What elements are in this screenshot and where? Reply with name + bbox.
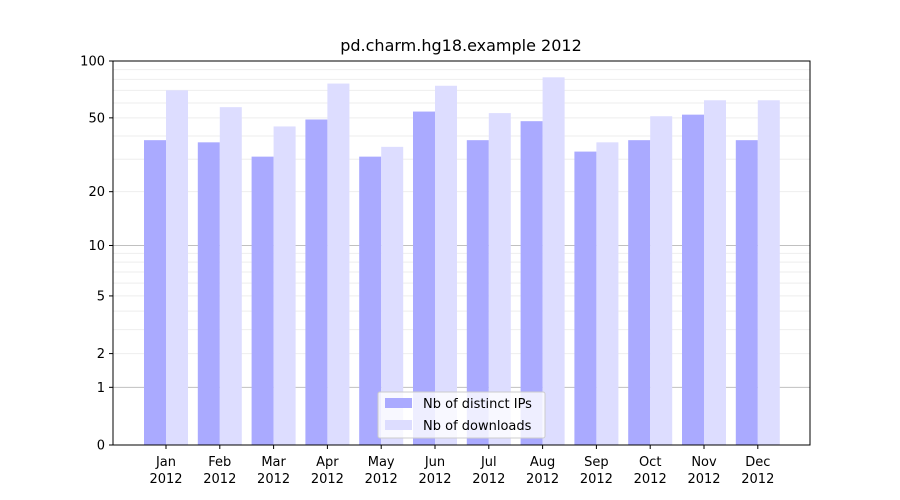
y-tick-label: 1 (97, 381, 105, 396)
x-tick-label-year: 2012 (149, 472, 182, 487)
x-tick-label-year: 2012 (687, 472, 720, 487)
y-tick-label: 20 (88, 185, 105, 200)
bar-downloads (757, 100, 780, 446)
bar-downloads (650, 116, 673, 446)
x-tick-label-year: 2012 (741, 472, 774, 487)
bar-downloads (704, 100, 726, 446)
legend-label-ips: Nb of distinct IPs (423, 397, 532, 412)
legend-swatch-ips (385, 398, 412, 408)
x-tick-label-month: Feb (208, 455, 231, 470)
bar-distinct-ips (251, 156, 274, 445)
bar-downloads (596, 142, 619, 445)
chart-title: pd.charm.hg18.example 2012 (340, 36, 582, 55)
x-tick-label-month: Nov (691, 455, 717, 470)
x-tick-label-month: May (368, 455, 395, 470)
y-tick-label: 50 (88, 111, 105, 126)
bar-downloads (381, 146, 404, 445)
x-tick-label-month: Mar (261, 455, 286, 470)
x-tick-label-year: 2012 (580, 472, 613, 487)
plot-frame (112, 60, 811, 446)
bar-downloads (219, 107, 242, 446)
bar-distinct-ips (197, 142, 220, 445)
x-tick-label-year: 2012 (472, 472, 505, 487)
x-tick-label-year: 2012 (257, 472, 290, 487)
x-tick-label-year: 2012 (203, 472, 236, 487)
legend: Nb of distinct IPs Nb of downloads (377, 391, 546, 439)
y-tick-label: 5 (97, 289, 105, 304)
bar-distinct-ips (574, 151, 597, 445)
y-tick-label: 100 (80, 55, 105, 70)
bar-downloads (488, 113, 511, 445)
x-tick-label-year: 2012 (634, 472, 667, 487)
bar-downloads (542, 77, 565, 445)
x-tick-label-month: Dec (745, 455, 770, 470)
y-tick-label: 10 (88, 239, 105, 254)
bar-distinct-ips (682, 114, 704, 446)
x-tick-label-month: Jan (155, 455, 176, 470)
bars (144, 77, 780, 446)
bar-distinct-ips (520, 121, 543, 446)
x-tick-label-year: 2012 (418, 472, 451, 487)
bar-downloads (435, 85, 457, 445)
bar-distinct-ips (144, 140, 166, 445)
legend-label-downloads: Nb of downloads (423, 419, 532, 434)
x-axis: Jan 2012 Feb 2012 Mar 2012 Apr 2012 May 2012 Jun 20… (149, 445, 774, 487)
legend-box (377, 391, 546, 439)
bar-distinct-ips (735, 140, 758, 445)
bar-downloads (166, 90, 188, 445)
x-tick-label-year: 2012 (311, 472, 344, 487)
bar-downloads (273, 126, 296, 445)
bar-distinct-ips (466, 140, 489, 445)
x-tick-label-month: Jun (424, 455, 445, 470)
bar-downloads (327, 83, 350, 445)
x-tick-label-month: Jul (480, 455, 497, 470)
x-tick-label-month: Sep (584, 455, 609, 470)
x-tick-label-year: 2012 (526, 472, 559, 487)
bar-distinct-ips (359, 156, 382, 445)
y-axis: 0 1 2 5 10 20 50 100 (80, 55, 113, 454)
x-tick-label-year: 2012 (365, 472, 398, 487)
bar-distinct-ips (413, 111, 435, 445)
x-tick-label-month: Aug (530, 455, 555, 470)
y-tick-label: 0 (97, 439, 105, 454)
x-tick-label-month: Apr (316, 455, 339, 470)
legend-swatch-downloads (385, 420, 412, 430)
y-tick-label: 2 (97, 347, 105, 362)
bar-distinct-ips (628, 140, 651, 445)
bar-distinct-ips (305, 119, 328, 445)
x-tick-label-month: Oct (639, 455, 661, 470)
